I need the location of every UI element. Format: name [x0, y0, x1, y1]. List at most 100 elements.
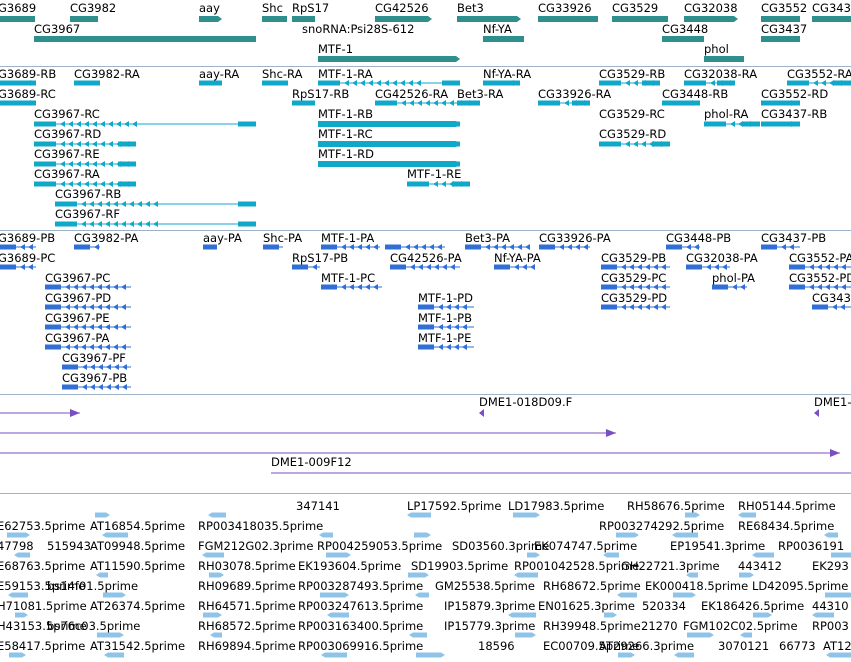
transcript-direction-arrow[interactable] — [400, 80, 405, 86]
est-glyph[interactable] — [831, 552, 851, 558]
transcript-exon[interactable] — [538, 100, 560, 106]
transcript-direction-arrow[interactable] — [564, 100, 569, 106]
est-label[interactable]: IP15779.3prime — [444, 619, 536, 633]
protein-direction-arrow[interactable] — [621, 264, 626, 270]
gene-glyph[interactable] — [612, 16, 668, 22]
transcript-direction-arrow[interactable] — [84, 181, 89, 187]
transcript-exon[interactable] — [55, 221, 77, 227]
protein-label[interactable]: MTF-1-PC — [321, 271, 376, 285]
protein-direction-arrow[interactable] — [661, 284, 666, 290]
protein-label[interactable]: CG3967-PC — [45, 271, 111, 285]
gene-label[interactable]: CG32038 — [684, 1, 738, 15]
gene-label[interactable]: CG3437 — [761, 22, 808, 36]
protein-direction-arrow[interactable] — [637, 304, 642, 310]
transcript-direction-arrow[interactable] — [625, 80, 630, 86]
est-label[interactable]: 520334 — [642, 599, 686, 613]
transcript-exon[interactable] — [34, 141, 56, 147]
est-glyph[interactable] — [208, 512, 226, 518]
protein-exon[interactable] — [712, 284, 728, 290]
est-label[interactable]: RH64571.5prime — [198, 599, 296, 613]
gene-glyph[interactable] — [262, 16, 287, 22]
protein-direction-arrow[interactable] — [645, 284, 650, 290]
est-glyph[interactable] — [8, 592, 28, 598]
est-label[interactable]: EK293 — [812, 559, 849, 573]
gene-label[interactable]: CG3967 — [34, 22, 81, 36]
transcript-direction-arrow[interactable] — [92, 141, 97, 147]
protein-direction-arrow[interactable] — [65, 344, 70, 350]
transcript-exon[interactable] — [642, 80, 660, 86]
protein-exon[interactable] — [292, 264, 308, 270]
transcript-label[interactable]: CG3437-RB — [761, 107, 828, 121]
protein-direction-arrow[interactable] — [341, 244, 346, 250]
protein-direction-arrow[interactable] — [438, 304, 443, 310]
protein-direction-arrow[interactable] — [373, 284, 378, 290]
protein-label[interactable]: CG3552-PD — [789, 271, 851, 285]
est-label[interactable]: EP19541.3prime — [670, 539, 766, 553]
est-glyph[interactable] — [603, 552, 619, 558]
est-label[interactable]: AT31542.5prime — [90, 639, 186, 653]
gene-label[interactable]: G3689 — [0, 1, 37, 15]
transcript-direction-arrow[interactable] — [121, 201, 126, 207]
transcript-label[interactable]: G3689-RB — [0, 67, 57, 81]
protein-label[interactable]: CG3967-PF — [62, 351, 126, 365]
est-label[interactable]: 3070121 — [718, 639, 770, 653]
protein-direction-arrow[interactable] — [817, 284, 822, 290]
protein-direction-arrow[interactable] — [637, 284, 642, 290]
transcript-label[interactable]: CG33926-RA — [538, 87, 612, 101]
transcript-direction-arrow[interactable] — [376, 80, 381, 86]
transcript-direction-arrow[interactable] — [368, 80, 373, 86]
protein-exon[interactable] — [45, 324, 61, 330]
transcript-exon[interactable] — [270, 80, 288, 86]
protein-label[interactable]: CG32038-PA — [686, 251, 758, 265]
protein-direction-arrow[interactable] — [621, 284, 626, 290]
transcript-exon[interactable] — [297, 100, 315, 106]
protein-label[interactable]: CG33926-PA — [539, 231, 611, 245]
protein-direction-arrow[interactable] — [97, 324, 102, 330]
est-label[interactable]: IP15879.3prime — [444, 599, 536, 613]
gene-glyph[interactable] — [704, 56, 744, 62]
transcript-label[interactable]: CG3552-RD — [761, 87, 829, 101]
est-glyph[interactable] — [618, 652, 635, 658]
gene-label[interactable]: RpS17 — [292, 1, 330, 15]
protein-direction-arrow[interactable] — [809, 264, 814, 270]
est-label[interactable]: RH09689.5prime — [198, 579, 296, 593]
transcript-direction-arrow[interactable] — [137, 201, 142, 207]
transcript-label[interactable]: MTF-1-RD — [318, 147, 375, 161]
est-glyph[interactable] — [321, 652, 347, 658]
transcript-exon[interactable] — [407, 181, 429, 187]
est-glyph[interactable] — [409, 632, 427, 638]
est-glyph[interactable] — [96, 572, 108, 578]
est-label[interactable]: GH22721.3prime — [621, 559, 720, 573]
protein-direction-arrow[interactable] — [583, 244, 588, 250]
protein-label[interactable]: CG3448-PB — [666, 231, 732, 245]
est-glyph[interactable] — [686, 572, 698, 578]
gene-label[interactable]: CG3982 — [70, 1, 117, 15]
est-label[interactable]: RP0036191 — [778, 539, 845, 553]
protein-exon[interactable] — [539, 244, 555, 250]
est-glyph[interactable] — [415, 592, 429, 598]
protein-direction-arrow[interactable] — [105, 344, 110, 350]
est-glyph[interactable] — [15, 612, 28, 618]
protein-label[interactable]: Shc-PA — [263, 231, 303, 245]
protein-direction-arrow[interactable] — [817, 264, 822, 270]
transcript-direction-arrow[interactable] — [100, 181, 105, 187]
transcript-exon[interactable] — [502, 80, 520, 86]
est-label[interactable]: EK074747.5prime — [534, 539, 638, 553]
transcript-direction-arrow[interactable] — [92, 121, 97, 127]
est-label[interactable]: E62753.5prime — [0, 519, 86, 533]
protein-direction-arrow[interactable] — [559, 244, 564, 250]
protein-direction-arrow[interactable] — [629, 304, 634, 310]
transcript-exon[interactable] — [0, 80, 22, 86]
est-glyph[interactable] — [408, 572, 429, 578]
est-glyph[interactable] — [95, 512, 110, 518]
est-label[interactable]: 47798 — [0, 539, 34, 553]
transcript-exon[interactable] — [787, 80, 809, 86]
transcript-label[interactable]: G3689-RC — [0, 87, 56, 101]
transcript-direction-arrow[interactable] — [108, 181, 113, 187]
est-label[interactable]: AT09948.5prime — [90, 539, 186, 553]
gene-glyph[interactable] — [457, 16, 521, 22]
protein-direction-arrow[interactable] — [714, 264, 719, 270]
transcript-direction-arrow[interactable] — [153, 201, 158, 207]
protein-direction-arrow[interactable] — [781, 244, 786, 250]
protein-direction-arrow[interactable] — [454, 304, 459, 310]
